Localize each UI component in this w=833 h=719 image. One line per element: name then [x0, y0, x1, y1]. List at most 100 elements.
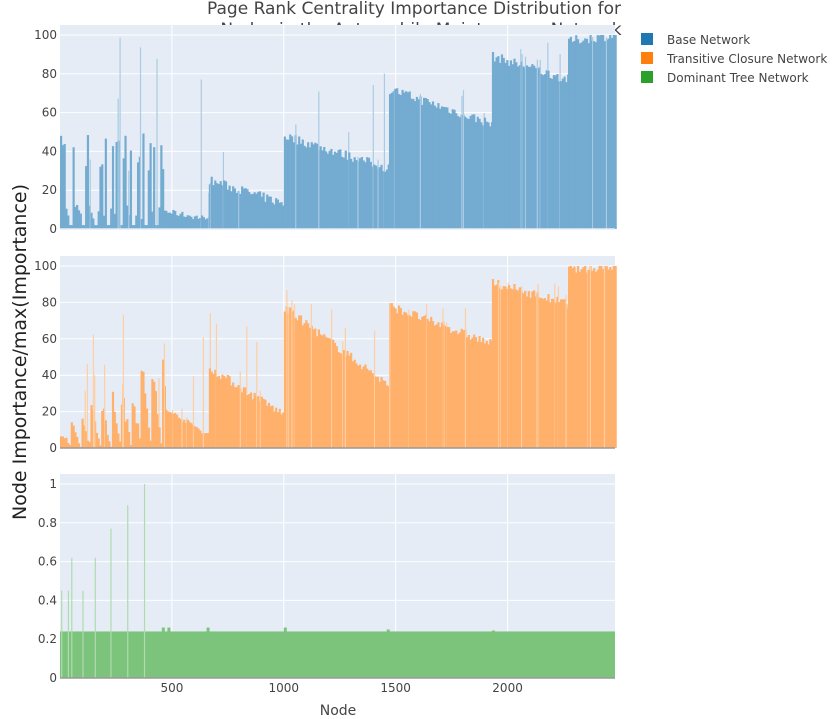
bar [88, 442, 91, 448]
bar [257, 396, 260, 448]
bar [219, 378, 222, 448]
spike-bar [246, 326, 248, 448]
bar [487, 344, 490, 448]
bar [433, 325, 436, 448]
bar [525, 296, 529, 448]
bar [525, 65, 529, 229]
bar [543, 298, 547, 448]
bar [502, 286, 505, 448]
bar [260, 396, 263, 448]
bar [193, 426, 197, 448]
bar [515, 62, 518, 230]
spike-bar [122, 314, 125, 448]
bar [298, 315, 301, 448]
bar [603, 41, 607, 230]
spike-bar [536, 293, 538, 448]
spike-bar [167, 627, 171, 678]
legend-label-transitive: Transitive Closure Network [666, 52, 827, 66]
bar [101, 164, 104, 229]
bar [573, 266, 576, 448]
bar [612, 266, 615, 448]
bar [287, 139, 290, 229]
spike-bar [491, 630, 495, 678]
bar [226, 375, 229, 448]
bar [314, 328, 317, 448]
spike-bar [94, 557, 96, 678]
bar [312, 144, 315, 229]
bar [113, 213, 116, 229]
bar [200, 215, 204, 229]
bar [578, 271, 581, 448]
bar [166, 411, 170, 448]
bar [246, 189, 249, 229]
bar [538, 67, 541, 229]
bar [262, 398, 265, 448]
bar [509, 288, 513, 448]
bar [465, 337, 469, 448]
bar [184, 216, 188, 229]
bar [95, 432, 98, 448]
spike-bar [206, 627, 210, 678]
bar [559, 81, 563, 229]
bar [124, 421, 127, 448]
bar [458, 117, 461, 229]
bar [355, 160, 358, 229]
legend-item-base[interactable]: Base Network [641, 33, 750, 47]
bar [482, 125, 485, 229]
bar [156, 414, 159, 448]
legend-item-dominant[interactable]: Dominant Tree Network [641, 71, 809, 85]
bar [392, 91, 395, 229]
bar [199, 218, 202, 229]
bar [533, 290, 536, 448]
bar [346, 159, 349, 229]
bar [444, 325, 447, 448]
legend-item-transitive[interactable]: Transitive Closure Network [641, 52, 827, 66]
bar [273, 204, 276, 229]
bar [600, 266, 603, 448]
bar [110, 208, 113, 229]
bar [280, 414, 283, 448]
bar [614, 266, 617, 448]
bars [60, 484, 615, 678]
bar [465, 118, 469, 229]
bar [576, 266, 580, 448]
spike-bar [84, 391, 86, 448]
bar [394, 308, 397, 448]
bar [421, 316, 424, 448]
bar [124, 135, 127, 229]
bar [251, 193, 254, 229]
bar [170, 213, 173, 229]
spike-bar [283, 627, 287, 678]
bar [504, 286, 507, 448]
bar [342, 350, 346, 448]
bar [144, 225, 147, 229]
bar [276, 199, 280, 229]
bar [552, 298, 555, 448]
bar [538, 297, 541, 448]
bar [568, 266, 571, 448]
bar [380, 377, 383, 448]
bar [142, 133, 145, 229]
bar [221, 374, 224, 448]
bar [305, 147, 308, 229]
bar [299, 315, 303, 448]
bar [483, 343, 487, 448]
bar [428, 321, 431, 448]
bar [387, 164, 390, 229]
bar [316, 336, 319, 448]
bar [257, 191, 260, 229]
bar [267, 196, 271, 229]
bar [289, 134, 292, 229]
bar [508, 65, 511, 229]
bar [61, 145, 64, 229]
bar [244, 188, 247, 229]
y-tick-label: 0.8 [38, 516, 57, 530]
bar [223, 375, 226, 448]
y-tick-label: 0 [49, 441, 57, 455]
bar [378, 381, 381, 448]
bar [312, 329, 315, 448]
bar [428, 102, 431, 229]
bar [437, 322, 440, 448]
bar [396, 88, 399, 229]
bar [324, 151, 328, 229]
